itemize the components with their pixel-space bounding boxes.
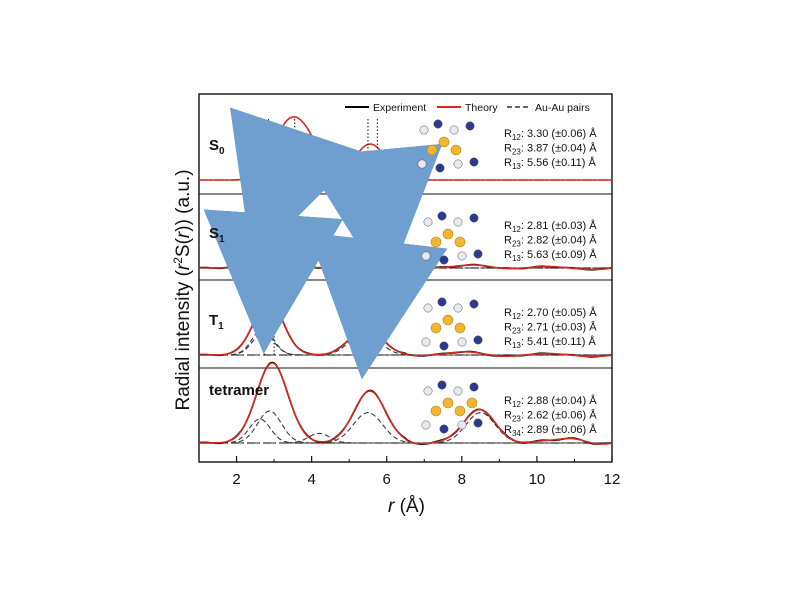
- gold-atom: [442, 397, 454, 409]
- x-tick-label: 2: [232, 471, 240, 488]
- panel-4: [199, 361, 612, 445]
- shift-arrow: [308, 232, 448, 380]
- x-ticks: 2 4 6 8 10 12: [232, 456, 620, 488]
- theory-curve: [199, 362, 612, 445]
- carbon-atom: [457, 251, 467, 261]
- x-tick-label: 6: [383, 471, 391, 488]
- molecule-2: [421, 211, 483, 265]
- legend: Experiment Theory Au-Au pairs: [345, 102, 590, 114]
- nitrogen-atom: [469, 213, 479, 223]
- distance-parameter: R23: 3.87 (±0.04) Å: [504, 142, 597, 157]
- nitrogen-atom: [433, 119, 443, 129]
- distance-parameter: R23: 2.71 (±0.03) Å: [504, 321, 597, 336]
- nitrogen-atom: [437, 211, 447, 221]
- panel-label: T1: [209, 312, 224, 332]
- nitrogen-atom: [469, 299, 479, 309]
- distance-parameter: R23: 2.62 (±0.06) Å: [504, 409, 597, 424]
- carbon-atom: [453, 386, 463, 396]
- x-tick-label: 8: [458, 471, 466, 488]
- gold-atom: [430, 405, 442, 417]
- gold-atom: [438, 136, 450, 148]
- gold-atom: [454, 405, 466, 417]
- gold-atom: [466, 397, 478, 409]
- legend-label-experiment: Experiment: [373, 102, 426, 114]
- x-tick-label: 12: [604, 471, 621, 488]
- nitrogen-atom: [437, 380, 447, 390]
- gold-atom: [430, 236, 442, 248]
- gold-atom: [430, 322, 442, 334]
- nitrogen-atom: [439, 424, 449, 434]
- gold-atom: [454, 322, 466, 334]
- distance-parameter: R34: 2.89 (±0.06) Å: [504, 423, 597, 438]
- molecule-3: [421, 297, 483, 351]
- gold-atom: [450, 144, 462, 156]
- nitrogen-atom: [437, 297, 447, 307]
- plot-frame: [198, 93, 613, 463]
- carbon-atom: [421, 420, 431, 430]
- gold-atom: [442, 228, 454, 240]
- nitrogen-atom: [473, 418, 483, 428]
- distance-parameter: R12: 2.81 (±0.03) Å: [504, 219, 597, 234]
- legend-label-theory: Theory: [465, 102, 498, 114]
- carbon-atom: [417, 159, 427, 169]
- carbon-atom: [457, 420, 467, 430]
- molecule-structures: [417, 119, 483, 434]
- gold-atom: [442, 314, 454, 326]
- distance-parameter: R12: 2.88 (±0.04) Å: [504, 394, 597, 409]
- shift-arrow: [203, 209, 344, 354]
- carbon-atom: [421, 251, 431, 261]
- panel-label: S1: [209, 225, 225, 245]
- legend-label-pairs: Au-Au pairs: [535, 102, 590, 114]
- distance-parameter: R13: 5.63 (±0.09) Å: [504, 248, 597, 263]
- x-tick-label: 4: [307, 471, 315, 488]
- panel-label: tetramer: [209, 382, 269, 399]
- nitrogen-atom: [469, 382, 479, 392]
- carbon-atom: [453, 159, 463, 169]
- nitrogen-atom: [469, 157, 479, 167]
- nitrogen-atom: [465, 121, 475, 131]
- molecule-1: [417, 119, 479, 173]
- nitrogen-atom: [473, 249, 483, 259]
- nitrogen-atom: [435, 163, 445, 173]
- nitrogen-atom: [439, 341, 449, 351]
- carbon-atom: [421, 337, 431, 347]
- shift-arrows: [203, 107, 448, 380]
- carbon-atom: [453, 303, 463, 313]
- panel-label: S0: [209, 137, 225, 157]
- y-axis-title: Radial intensity (r2S(r)) (a.u.): [171, 169, 194, 410]
- carbon-atom: [419, 125, 429, 135]
- distance-parameter: R13: 5.56 (±0.11) Å: [504, 156, 596, 171]
- carbon-atom: [449, 125, 459, 135]
- gold-atom: [454, 236, 466, 248]
- distance-parameter: R12: 2.70 (±0.05) Å: [504, 306, 597, 321]
- nitrogen-atom: [473, 335, 483, 345]
- x-axis-title: r (Å): [388, 496, 425, 517]
- shift-arrow: [302, 143, 443, 290]
- x-tick-label: 10: [529, 471, 546, 488]
- carbon-atom: [423, 217, 433, 227]
- au-au-pair-curve: [199, 332, 612, 356]
- carbon-atom: [423, 303, 433, 313]
- distance-parameter: R12: 3.30 (±0.06) Å: [504, 127, 597, 142]
- carbon-atom: [457, 337, 467, 347]
- distance-parameter: R23: 2.82 (±0.04) Å: [504, 234, 597, 249]
- carbon-atom: [423, 386, 433, 396]
- shift-arrow: [229, 107, 363, 263]
- distance-parameter: R13: 5.41 (±0.11) Å: [504, 335, 596, 350]
- molecule-4: [421, 380, 483, 434]
- nitrogen-atom: [439, 255, 449, 265]
- gold-atom: [426, 144, 438, 156]
- carbon-atom: [453, 217, 463, 227]
- au-au-pair-curve: [199, 432, 612, 444]
